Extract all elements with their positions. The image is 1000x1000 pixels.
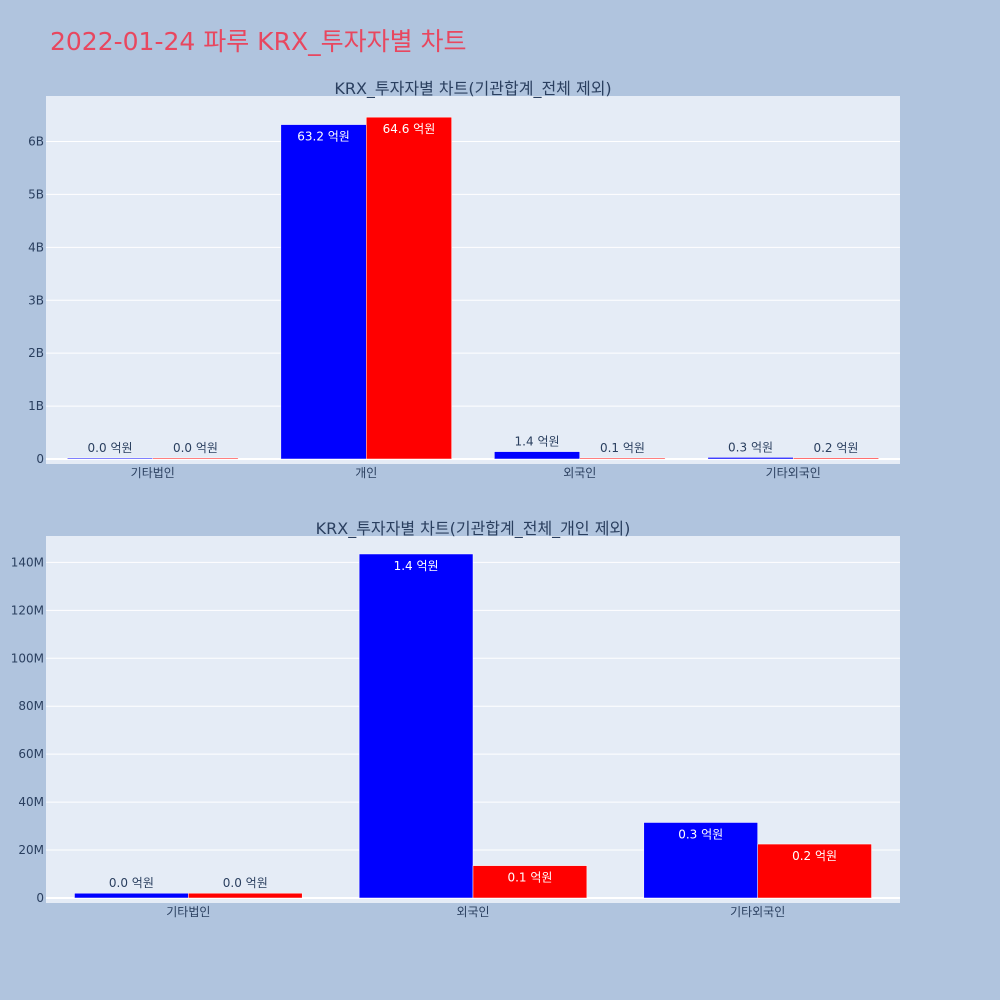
bar (472, 865, 588, 899)
chart-top: 0 1B 2B 3B 4B 5B 6B KRX_투자자별 차트(기관합계_전체 제외) 기타법인… (28, 79, 900, 480)
data-label: 0.1 억원 (600, 441, 645, 455)
y-tick-label: 60M (18, 747, 44, 761)
data-label: 64.6 억원 (383, 122, 436, 136)
bar (793, 457, 879, 460)
x-tick-label: 개인 (355, 466, 377, 480)
page-title: 2022-01-24 파루 KRX_투자자별 차트 (50, 27, 467, 56)
data-label: 0.0 억원 (88, 441, 133, 455)
y-tick-label: 0 (36, 452, 44, 466)
y-tick-label: 40M (18, 795, 44, 809)
data-label: 0.0 억원 (223, 876, 268, 890)
data-label: 1.4 억원 (394, 559, 439, 573)
bar (366, 116, 452, 460)
plot-area (46, 96, 900, 464)
y-tick-label: 0 (36, 891, 44, 905)
bar (579, 457, 666, 460)
y-tick-label: 2B (28, 346, 44, 360)
x-tick-label: 기타외국인 (766, 466, 821, 480)
bar (643, 822, 758, 899)
data-label: 0.0 억원 (173, 441, 218, 455)
data-label: 0.0 억원 (109, 876, 154, 890)
x-tick-label: 기타외국인 (730, 905, 785, 919)
x-tick-label: 외국인 (563, 466, 596, 480)
chart-title: KRX_투자자별 차트(기관합계_전체_개인 제외) (316, 519, 631, 539)
y-tick-label: 140M (11, 555, 44, 569)
y-tick-label: 20M (18, 843, 44, 857)
y-tick-label: 6B (28, 135, 44, 149)
y-tick-label: 4B (28, 240, 44, 254)
data-label: 0.3 억원 (728, 440, 773, 454)
chart-title: KRX_투자자별 차트(기관합계_전체 제외) (334, 79, 611, 99)
bar (152, 457, 239, 460)
data-label: 0.1 억원 (507, 871, 552, 885)
y-tick-label: 100M (11, 651, 44, 665)
bar (188, 892, 303, 899)
y-tick-label: 3B (28, 293, 44, 307)
y-tick-label: 1B (28, 399, 44, 413)
x-tick-label: 기타법인 (131, 466, 175, 480)
bar (757, 843, 872, 899)
data-label: 0.3 억원 (678, 827, 723, 841)
x-tick-label: 기타법인 (166, 905, 210, 919)
y-tick-label: 5B (28, 187, 44, 201)
bar (74, 892, 189, 899)
data-label: 1.4 억원 (515, 435, 560, 449)
y-tick-label: 80M (18, 699, 44, 713)
data-label: 0.2 억원 (792, 849, 837, 863)
y-tick-label: 120M (11, 603, 44, 617)
bar (494, 451, 581, 460)
bar (280, 124, 367, 460)
x-tick-label: 외국인 (456, 905, 489, 919)
data-label: 0.2 억원 (813, 441, 858, 455)
data-label: 63.2 억원 (297, 130, 350, 144)
bar (358, 553, 474, 899)
